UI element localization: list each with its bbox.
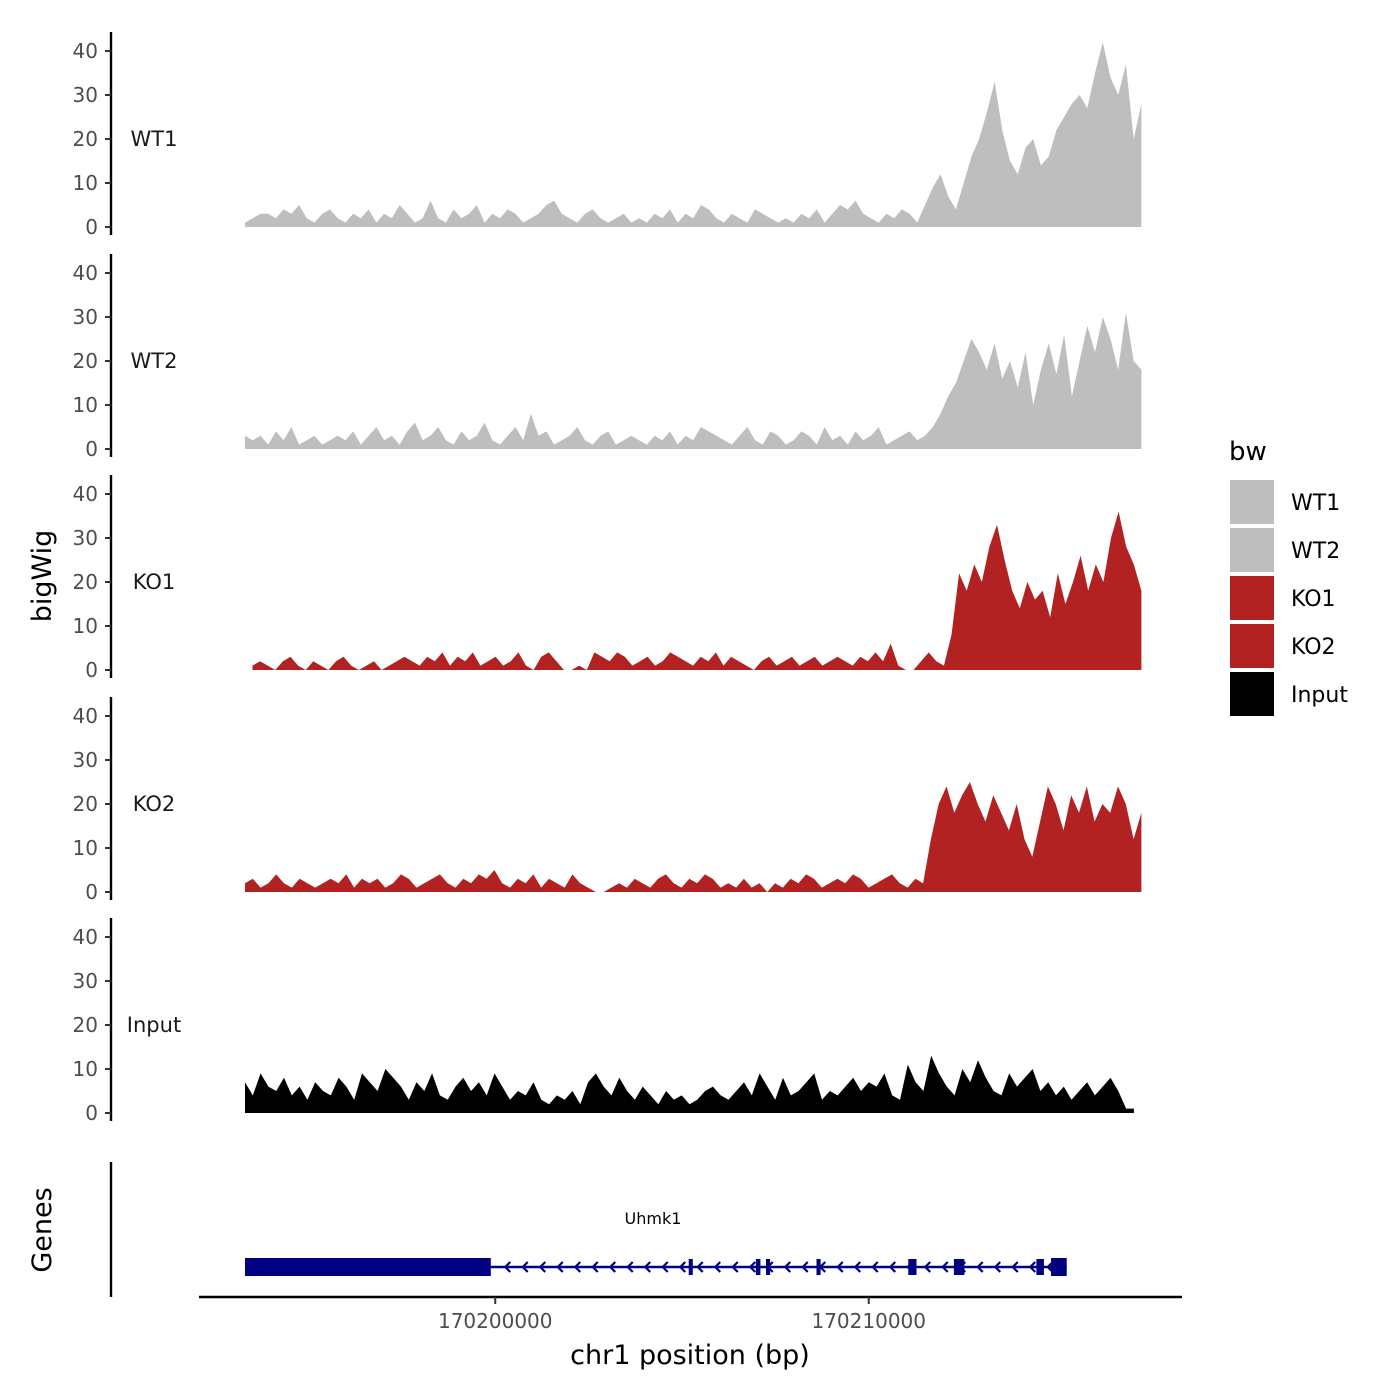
strand-arrow (801, 1261, 809, 1273)
y-tick-label: 10 (73, 1057, 98, 1081)
y-tick-label: 0 (85, 880, 98, 904)
x-axis: 170200000 170210000 (199, 1295, 1182, 1333)
y-tick-label: 0 (85, 1101, 98, 1125)
legend-label: WT1 (1291, 491, 1340, 516)
track-input: 0 10 20 30 40 Input (73, 918, 1134, 1125)
legend-swatch (1230, 624, 1274, 668)
strand-arrow (608, 1261, 617, 1273)
y-tick-label: 20 (73, 792, 98, 816)
track-ko2: 0 10 20 30 40 KO2 (73, 697, 1142, 904)
strand-arrow (713, 1261, 722, 1273)
gene-exon (953, 1259, 965, 1275)
strand-arrow (661, 1261, 669, 1273)
y-tick-label: 10 (73, 171, 98, 195)
legend-label: KO1 (1291, 587, 1336, 612)
y-tick-label: 40 (73, 925, 98, 949)
legend-label: KO2 (1291, 635, 1336, 660)
track-panels: 0 10 20 30 40 WT1 0 10 20 30 40 WT2 0 10 20 30 40 KO1 0 10 2… (73, 32, 1142, 1125)
strand-arrow (871, 1261, 879, 1273)
gene-exon (816, 1259, 821, 1275)
strand-arrow (748, 1261, 757, 1273)
strand-arrow (888, 1261, 897, 1273)
series-area-ko2 (245, 782, 1142, 892)
legend-swatch (1230, 528, 1274, 572)
y-tick-label: 20 (73, 349, 98, 373)
strand-arrow (591, 1261, 599, 1273)
strand-arrow (976, 1261, 984, 1273)
y-tick-label: 10 (73, 614, 98, 638)
strand-arrow (836, 1261, 844, 1273)
track-label: WT1 (131, 127, 178, 151)
strand-arrow (643, 1261, 652, 1273)
gene-exon (908, 1259, 917, 1275)
strand-arrow (626, 1261, 634, 1273)
y-tick-label: 30 (73, 305, 98, 329)
track-label: WT2 (131, 349, 178, 373)
strand-arrow (1028, 1261, 1037, 1273)
track-wt2: 0 10 20 30 40 WT2 (73, 254, 1142, 461)
y-tick-label: 40 (73, 261, 98, 285)
legend-swatch (1230, 576, 1274, 620)
y-tick-label: 10 (73, 393, 98, 417)
gene-panel: Uhmk1 (109, 1162, 1067, 1297)
legend-title: bw (1229, 437, 1267, 467)
legend-label: Input (1291, 683, 1348, 708)
gene-exon (245, 1258, 491, 1276)
strand-arrow (1011, 1261, 1019, 1273)
strand-arrow (538, 1261, 547, 1273)
strand-arrow (696, 1261, 704, 1273)
gene-label: Uhmk1 (625, 1209, 682, 1228)
y-tick-label: 0 (85, 658, 98, 682)
y-axis-title: bigWig (27, 530, 58, 623)
x-tick-label: 170200000 (438, 1309, 553, 1333)
series-area-wt1 (245, 42, 1142, 228)
y-tick-label: 20 (73, 127, 98, 151)
strand-arrow (993, 1261, 1002, 1273)
series-area-input (245, 1055, 1134, 1113)
track-wt1: 0 10 20 30 40 WT1 (73, 32, 1142, 239)
gene-exon (766, 1259, 771, 1275)
y-tick-label: 40 (73, 704, 98, 728)
strand-arrow (573, 1261, 582, 1273)
legend-swatch (1230, 672, 1274, 716)
strand-arrow (678, 1261, 687, 1273)
gene-exon (688, 1259, 693, 1275)
y-tick-label: 40 (73, 39, 98, 63)
legend-swatch (1230, 480, 1274, 524)
y-tick-label: 0 (85, 437, 98, 461)
y-tick-label: 20 (73, 570, 98, 594)
x-tick-label: 170210000 (811, 1309, 926, 1333)
strand-arrow (853, 1261, 862, 1273)
strand-arrow (783, 1261, 792, 1273)
strand-arrow (521, 1261, 529, 1273)
track-label: KO1 (133, 570, 176, 594)
y-tick-label: 0 (85, 215, 98, 239)
y-tick-label: 30 (73, 748, 98, 772)
genes-axis-title: Genes (27, 1187, 58, 1272)
gene-exon (1051, 1258, 1067, 1276)
gene-track: Uhmk1 (245, 1209, 1067, 1276)
y-tick-label: 30 (73, 526, 98, 550)
legend: bw WT1 WT2 KO1 KO2 Input (1229, 437, 1348, 716)
strand-arrow (503, 1261, 512, 1273)
gene-exon (755, 1259, 761, 1275)
strand-arrow (941, 1261, 949, 1273)
y-tick-label: 30 (73, 969, 98, 993)
y-tick-label: 40 (73, 482, 98, 506)
series-area-wt2 (245, 312, 1142, 449)
strand-arrow (731, 1261, 739, 1273)
x-axis-title: chr1 position (bp) (570, 1340, 810, 1371)
track-ko1: 0 10 20 30 40 KO1 (73, 475, 1142, 682)
series-area-ko1 (252, 511, 1142, 670)
strand-arrow (556, 1261, 564, 1273)
y-tick-label: 30 (73, 83, 98, 107)
y-tick-label: 10 (73, 836, 98, 860)
track-label: KO2 (133, 792, 176, 816)
track-label: Input (127, 1013, 181, 1037)
strand-arrow (923, 1261, 932, 1273)
y-tick-label: 20 (73, 1013, 98, 1037)
legend-label: WT2 (1291, 539, 1340, 564)
gene-exon (1036, 1259, 1044, 1275)
